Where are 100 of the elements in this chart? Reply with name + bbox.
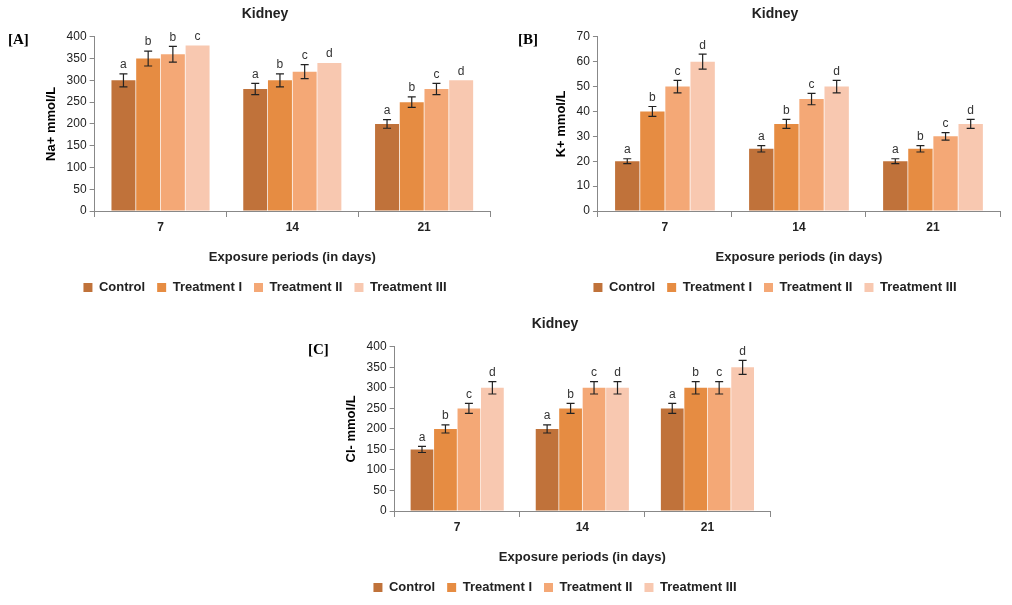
legend-label: Treatment III: [879, 279, 957, 295]
bar: [375, 123, 400, 211]
data-label: a: [623, 142, 631, 157]
y-tick-label: 350: [366, 359, 387, 374]
bar: [317, 62, 342, 211]
data-label: d: [489, 365, 496, 380]
bar: [684, 387, 708, 511]
bar: [243, 89, 268, 211]
bar: [424, 89, 449, 211]
data-label: c: [301, 47, 308, 62]
y-tick-label: 300: [366, 380, 387, 395]
x-tick-label: 7: [157, 219, 165, 234]
chart-title: Kidney: [751, 5, 799, 22]
y-tick-label: 350: [66, 50, 87, 65]
data-label: d: [326, 46, 333, 61]
legend-label: Treatment I: [682, 279, 753, 295]
data-label: c: [194, 28, 201, 43]
y-axis-title: Na+ mmol/L: [43, 86, 59, 161]
x-tick-label: 21: [926, 219, 940, 234]
y-tick-label: 60: [576, 54, 591, 68]
data-label: a: [668, 386, 676, 401]
data-label: b: [783, 102, 791, 117]
legend-label: Treatment I: [462, 579, 533, 595]
data-label: c: [465, 386, 472, 401]
x-axis-title: Exposure periods (in days): [208, 248, 376, 264]
y-tick-label: 20: [576, 153, 591, 168]
y-tick-label: 50: [576, 78, 591, 93]
data-label: a: [251, 66, 259, 81]
y-tick-label: 30: [576, 128, 591, 143]
bar: [136, 58, 161, 211]
y-tick-label: 150: [366, 441, 387, 456]
x-axis-title: Exposure periods (in days): [498, 548, 666, 564]
data-label: b: [649, 89, 657, 104]
data-label: d: [699, 37, 706, 52]
y-tick-label: 0: [379, 503, 387, 518]
y-tick-label: 200: [366, 421, 387, 436]
bar: [410, 449, 434, 511]
legend-label: Control: [608, 279, 656, 295]
bar: [535, 428, 559, 511]
text: [C]: [308, 341, 329, 358]
data-label: a: [120, 57, 128, 72]
x-axis-title: Exposure periods (in days): [715, 248, 883, 264]
bar: [267, 80, 292, 211]
bar: [665, 86, 690, 211]
y-tick-label: 200: [66, 116, 87, 131]
bar: [749, 148, 774, 211]
bar: [615, 161, 640, 211]
y-tick-label: 300: [66, 72, 87, 87]
y-tick-label: 100: [66, 159, 87, 174]
bar: [958, 123, 983, 211]
bar: [883, 161, 908, 211]
data-label: a: [543, 408, 551, 423]
x-tick-label: 21: [417, 219, 432, 234]
chart-title: Kidney: [531, 315, 579, 332]
legend-label: Treatment III: [659, 579, 737, 595]
data-label: c: [591, 365, 598, 380]
data-label: c: [942, 115, 949, 130]
data-label: b: [169, 29, 177, 44]
bar: [640, 111, 665, 211]
data-label: d: [833, 63, 841, 78]
data-label: b: [567, 386, 575, 401]
chart-title: Kidney: [241, 5, 289, 22]
bar: [774, 123, 799, 211]
data-label: b: [144, 34, 152, 49]
bar: [799, 99, 824, 211]
text: [A]: [8, 31, 29, 48]
data-label: c: [433, 66, 440, 81]
data-label: c: [808, 76, 815, 91]
y-tick-label: 50: [373, 482, 387, 497]
y-tick-label: 400: [66, 29, 87, 44]
bar: [582, 387, 606, 511]
y-tick-label: 40: [576, 103, 591, 118]
legend-label: Treatment II: [779, 279, 853, 295]
data-label: b: [276, 57, 284, 72]
bar: [660, 408, 684, 511]
y-tick-label: 150: [66, 137, 87, 152]
x-tick-label: 14: [792, 219, 806, 234]
y-tick-label: 0: [79, 203, 87, 218]
data-label: a: [891, 142, 899, 157]
y-tick-label: 70: [576, 29, 591, 44]
y-tick-label: 400: [366, 339, 387, 354]
data-label: b: [692, 365, 700, 380]
data-label: a: [418, 429, 426, 444]
y-tick-label: 100: [366, 462, 387, 477]
bar: [449, 80, 474, 211]
bar: [292, 71, 317, 211]
y-tick-label: 10: [576, 178, 591, 193]
legend-label: Control: [98, 279, 146, 295]
bar: [824, 86, 849, 211]
bar: [111, 80, 136, 211]
y-tick-label: 0: [583, 203, 591, 218]
bar: [559, 408, 582, 511]
y-axis-title: K+ mmol/L: [553, 90, 569, 158]
x-tick-label: 14: [285, 219, 300, 234]
bar: [457, 408, 481, 511]
data-label: b: [917, 128, 925, 143]
bar: [707, 387, 731, 511]
data-label: b: [442, 408, 450, 423]
data-label: b: [408, 80, 416, 95]
bar: [399, 102, 424, 211]
